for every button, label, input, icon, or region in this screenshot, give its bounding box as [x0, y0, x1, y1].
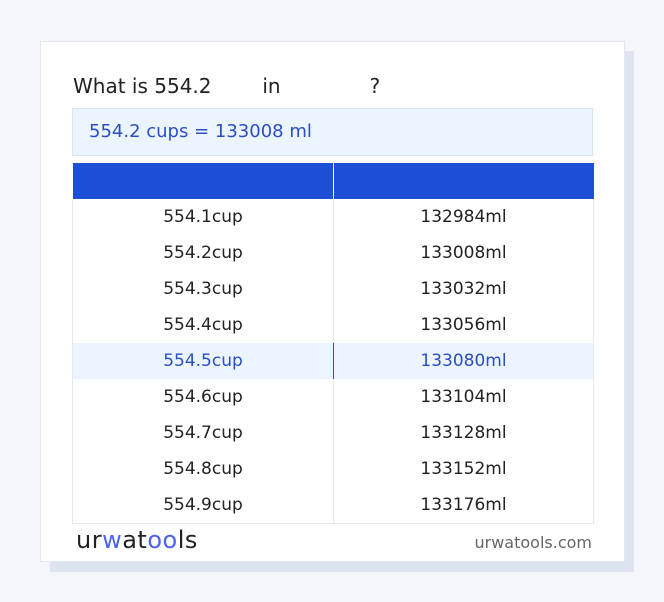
urwatools-logo[interactable]: urwatools: [76, 526, 198, 554]
ml-cell: 133056ml: [333, 307, 594, 343]
table-row: 554.4cup 133056ml: [72, 307, 594, 343]
table-row: 554.8cup 133152ml: [72, 451, 594, 487]
cups-cell: 554.1cup: [72, 199, 334, 235]
table-row: 554.3cup 133032ml: [72, 271, 594, 307]
cups-cell: 554.9cup: [72, 487, 334, 524]
page-title: What is 554.2 in ?: [73, 74, 381, 98]
table-row: 554.2cup 133008ml: [72, 235, 594, 271]
table-row: 554.9cup 133176ml: [72, 487, 594, 524]
table-row: 554.7cup 133128ml: [72, 415, 594, 451]
cups-cell: 554.6cup: [72, 379, 334, 415]
cups-cell: 554.5cup: [72, 343, 334, 379]
header-cups: [72, 163, 334, 199]
cups-cell: 554.7cup: [72, 415, 334, 451]
conversion-table: 554.1cup 132984ml 554.2cup 133008ml 554.3cup…: [72, 163, 594, 524]
cups-cell: 554.2cup: [72, 235, 334, 271]
ml-cell: 133176ml: [333, 487, 594, 524]
cups-cell: 554.4cup: [72, 307, 334, 343]
ml-cell: 133008ml: [333, 235, 594, 271]
converter-card: What is 554.2 in ? 554.2 cups = 133008 m…: [40, 41, 625, 562]
cups-cell: 554.8cup: [72, 451, 334, 487]
ml-cell: 133080ml: [333, 343, 594, 379]
table-row: 554.6cup 133104ml: [72, 379, 594, 415]
ml-cell: 133032ml: [333, 271, 594, 307]
site-url[interactable]: urwatools.com: [474, 533, 593, 552]
ml-cell: 133152ml: [333, 451, 594, 487]
ml-cell: 132984ml: [333, 199, 594, 235]
ml-cell: 133104ml: [333, 379, 594, 415]
table-row: 554.5cup 133080ml: [72, 343, 594, 379]
header-ml: [333, 163, 594, 199]
conversion-result: 554.2 cups = 133008 ml: [72, 108, 593, 156]
cups-cell: 554.3cup: [72, 271, 334, 307]
table-row: 554.1cup 132984ml: [72, 199, 594, 235]
table-header: [72, 163, 594, 199]
ml-cell: 133128ml: [333, 415, 594, 451]
